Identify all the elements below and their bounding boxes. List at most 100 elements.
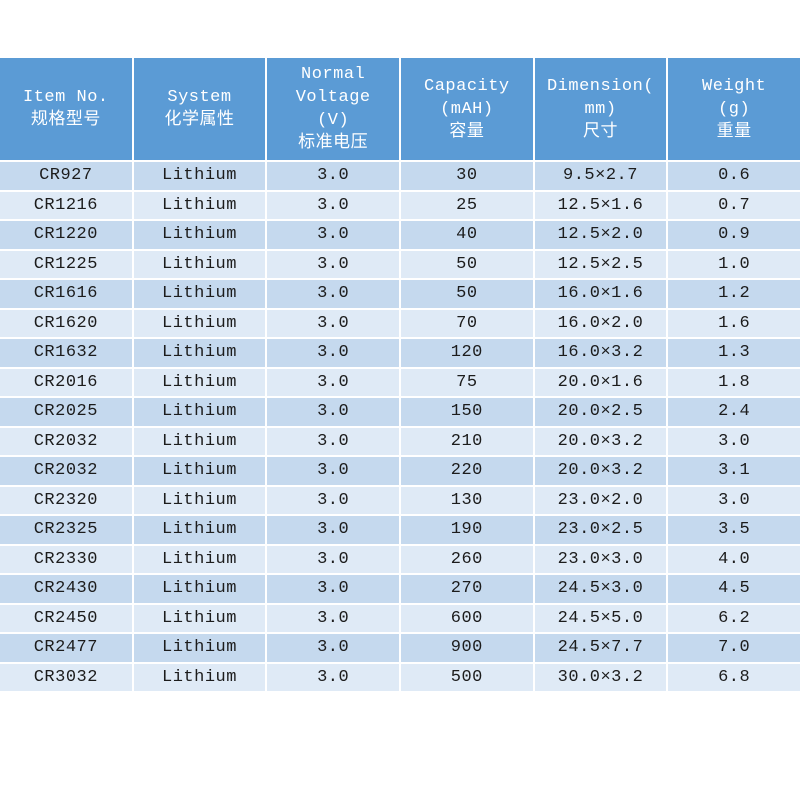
cell-weight: 1.8 [668,368,800,396]
cell-weight: 3.0 [668,486,800,514]
cell-system: Lithium [133,427,266,455]
column-header-line: Item No. [23,88,109,107]
column-header-line: (V) [317,111,350,130]
cell-dimension: 20.0×3.2 [534,457,667,485]
column-header-line: (g) [718,99,751,119]
cell-weight: 6.8 [668,663,800,691]
cell-dimension: 16.0×1.6 [534,280,667,308]
cell-system: Lithium [133,250,266,278]
cell-capacity: 40 [401,221,533,249]
cell-system: Lithium [133,339,266,367]
column-header-voltage: Normal Voltage (V) 标准电压 [267,58,399,160]
cell-dimension: 30.0×3.2 [534,663,667,691]
cell-capacity: 190 [401,516,533,544]
cell-item-no: CR2450 [0,604,132,632]
cell-capacity: 50 [401,280,533,308]
cell-item-no: CR2430 [0,575,132,603]
column-header-item-no: Item No. 规格型号 [0,58,132,160]
cell-capacity: 25 [401,191,533,219]
cell-voltage: 3.0 [267,191,399,219]
cell-item-no: CR2325 [0,516,132,544]
cell-weight: 0.6 [668,162,800,190]
cell-voltage: 3.0 [267,545,399,573]
cell-item-no: CR2025 [0,398,132,426]
column-header-dimension: Dimension(mm) 尺寸 [534,58,667,160]
cell-capacity: 75 [401,368,533,396]
cell-voltage: 3.0 [267,221,399,249]
column-header-line: 尺寸 [582,122,618,142]
cell-system: Lithium [133,398,266,426]
cell-item-no: CR1616 [0,280,132,308]
cell-capacity: 260 [401,545,533,573]
cell-system: Lithium [133,162,266,190]
battery-spec-table: Item No. 规格型号 System 化学属性 Normal Voltage (V) 标准… [0,58,800,691]
cell-weight: 1.3 [668,339,800,367]
cell-dimension: 16.0×2.0 [534,309,667,337]
cell-item-no: CR1225 [0,250,132,278]
cell-voltage: 3.0 [267,634,399,662]
cell-system: Lithium [133,280,266,308]
cell-item-no: CR2032 [0,457,132,485]
cell-weight: 1.2 [668,280,800,308]
cell-dimension: 12.5×2.5 [534,250,667,278]
cell-item-no: CR1620 [0,309,132,337]
cell-item-no: CR1220 [0,221,132,249]
cell-item-no: CR2032 [0,427,132,455]
cell-dimension: 16.0×3.2 [534,339,667,367]
cell-weight: 4.5 [668,575,800,603]
cell-item-no: CR927 [0,162,132,190]
cell-dimension: 20.0×3.2 [534,427,667,455]
column-header-line: Capacity [424,76,510,96]
column-header-line: Voltage [295,88,371,107]
cell-weight: 3.5 [668,516,800,544]
column-header-line: 规格型号 [30,111,101,130]
cell-system: Lithium [133,368,266,396]
column-header-capacity: Capacity (mAH) 容量 [401,58,533,160]
column-header-line: 容量 [449,122,485,142]
column-header-line: System [167,88,232,107]
cell-capacity: 210 [401,427,533,455]
cell-capacity: 220 [401,457,533,485]
cell-weight: 3.1 [668,457,800,485]
cell-voltage: 3.0 [267,575,399,603]
cell-weight: 6.2 [668,604,800,632]
cell-item-no: CR2330 [0,545,132,573]
column-header-system: System 化学属性 [133,58,266,160]
cell-dimension: 20.0×1.6 [534,368,667,396]
cell-system: Lithium [133,486,266,514]
cell-item-no: CR3032 [0,663,132,691]
cell-weight: 0.9 [668,221,800,249]
column-header-line: 标准电压 [298,134,369,153]
cell-dimension: 12.5×2.0 [534,221,667,249]
cell-weight: 3.0 [668,427,800,455]
cell-system: Lithium [133,634,266,662]
cell-dimension: 24.5×5.0 [534,604,667,632]
column-header-line: mm) [584,99,617,119]
cell-voltage: 3.0 [267,339,399,367]
cell-voltage: 3.0 [267,250,399,278]
cell-voltage: 3.0 [267,663,399,691]
cell-voltage: 3.0 [267,427,399,455]
column-header-line: Weight [702,76,767,96]
cell-weight: 7.0 [668,634,800,662]
cell-weight: 1.6 [668,309,800,337]
column-header-line: Normal [301,65,366,84]
cell-system: Lithium [133,604,266,632]
cell-voltage: 3.0 [267,398,399,426]
cell-item-no: CR2320 [0,486,132,514]
cell-dimension: 23.0×2.5 [534,516,667,544]
cell-dimension: 23.0×2.0 [534,486,667,514]
cell-system: Lithium [133,575,266,603]
cell-system: Lithium [133,545,266,573]
cell-capacity: 70 [401,309,533,337]
cell-capacity: 120 [401,339,533,367]
column-header-line: 化学属性 [164,111,235,130]
cell-system: Lithium [133,663,266,691]
cell-capacity: 500 [401,663,533,691]
cell-dimension: 20.0×2.5 [534,398,667,426]
cell-system: Lithium [133,457,266,485]
cell-voltage: 3.0 [267,604,399,632]
cell-system: Lithium [133,516,266,544]
column-header-line: 重量 [716,122,752,142]
